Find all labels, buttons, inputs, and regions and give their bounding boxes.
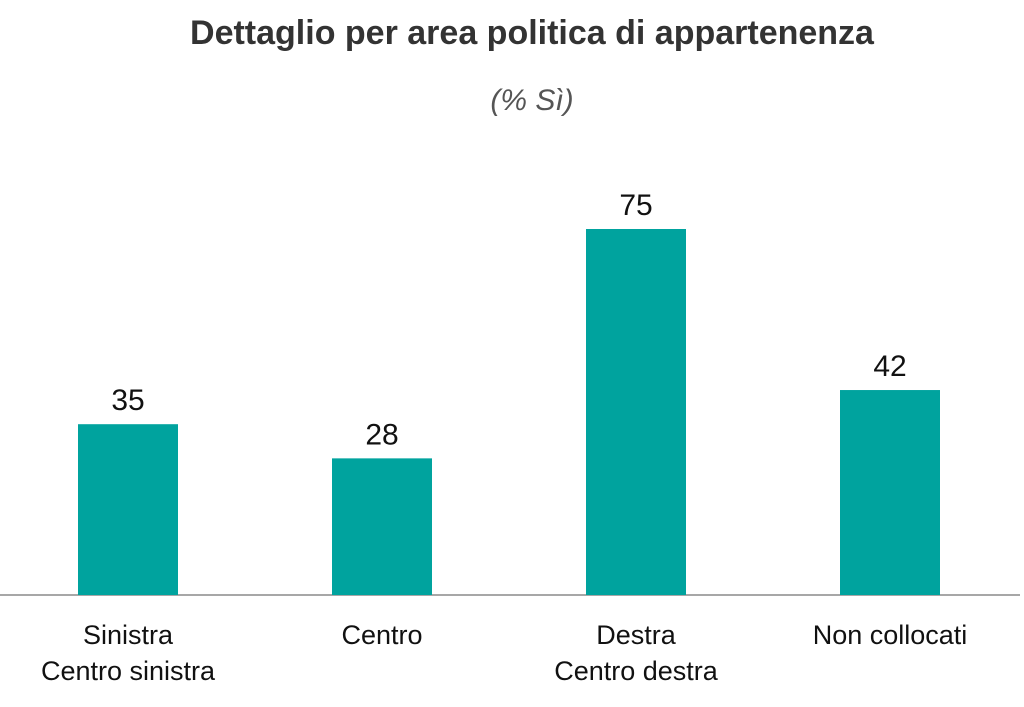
data-label-1: 35 (111, 384, 144, 417)
chart-title: Dettaglio per area politica di appartene… (190, 14, 874, 52)
x-tick-label-3-line-2: Centro destra (554, 656, 719, 686)
x-tick-label-1-line-1: Sinistra (83, 620, 174, 650)
x-tick-label-4: Non collocati (813, 620, 968, 650)
data-label-2: 28 (365, 418, 398, 451)
bar-4 (840, 390, 940, 595)
data-label-4: 42 (873, 350, 906, 383)
bar-3 (586, 229, 686, 595)
x-tick-label-1-line-2: Centro sinistra (41, 656, 216, 686)
bar-1 (78, 424, 178, 595)
data-label-3: 75 (619, 189, 652, 222)
bar-2 (332, 458, 432, 595)
chart-subtitle: (% Sì) (490, 84, 574, 117)
x-tick-label-3-line-1: Destra (596, 620, 677, 650)
x-tick-label-2: Centro (341, 620, 422, 650)
